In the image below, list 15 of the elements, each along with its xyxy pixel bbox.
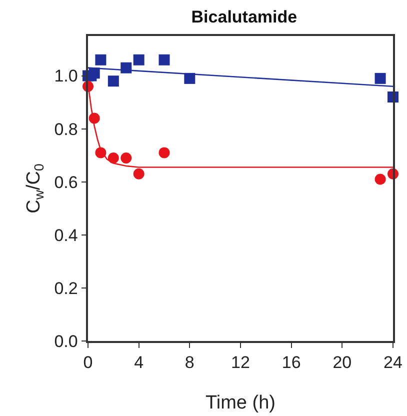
x-tick-label: 12	[231, 353, 250, 372]
y-tick-label: 0.2	[54, 278, 78, 298]
x-tick-label: 16	[282, 353, 301, 372]
y-tick-label: 0.8	[54, 120, 78, 139]
x-tick-label: 0	[83, 353, 93, 372]
x-tick-label: 24	[384, 353, 402, 372]
y-tick-label: 1.0	[54, 66, 78, 86]
y-tick-label: 0.0	[54, 332, 78, 351]
x-tick-label: 8	[184, 353, 194, 372]
x-axis-title: Time (h)	[205, 392, 276, 414]
x-tick-label: 4	[134, 353, 144, 372]
x-tick-label: 20	[332, 353, 352, 372]
chart-title: Bicalutamide	[191, 7, 298, 26]
y-tick-label: 0.4	[54, 226, 78, 245]
y-tick-label: 0.6	[54, 172, 78, 192]
